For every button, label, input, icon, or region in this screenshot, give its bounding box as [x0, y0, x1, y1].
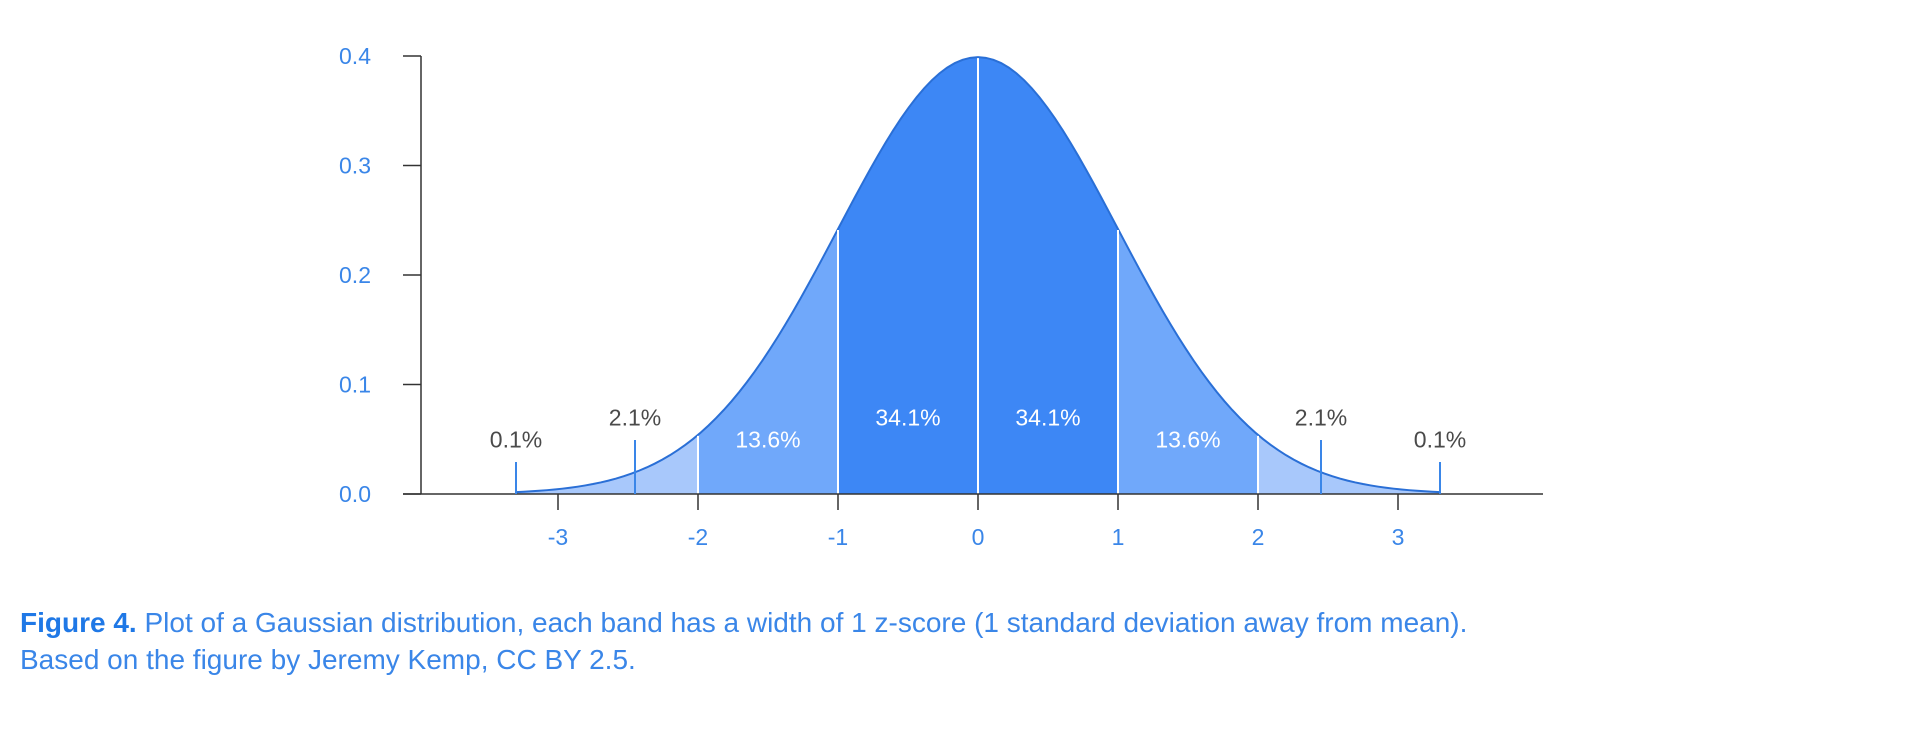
y-tick-label: 0.1: [339, 372, 371, 398]
x-tick-label: 0: [972, 524, 985, 550]
band-labels: 0.1% 2.1% 13.6% 34.1% 34.1% 13.6% 2.1% 0.1%: [490, 404, 1466, 452]
band-label: 34.1%: [875, 404, 940, 430]
band-label: 13.6%: [735, 426, 800, 452]
axes: 0.0 0.1 0.2 0.3 0.4 -3 -2 -1 0 1 2 3: [339, 43, 1543, 550]
x-tick-label: 1: [1112, 524, 1125, 550]
y-tick-label: 0.4: [339, 43, 371, 69]
caption-label: Figure 4.: [20, 607, 137, 638]
curve-outline: [515, 56, 1441, 494]
caption-line-1: Plot of a Gaussian distribution, each ba…: [136, 607, 1468, 638]
band-area-2: [838, 57, 978, 494]
band-markers: [515, 440, 1441, 494]
x-tick-label: -2: [688, 524, 708, 550]
band-label: 2.1%: [1295, 404, 1347, 430]
x-tick-label: -3: [548, 524, 568, 550]
band-label: 0.1%: [490, 426, 542, 452]
band-dividers: [697, 58, 1259, 494]
x-tick-label: 3: [1392, 524, 1405, 550]
y-tick-label: 0.3: [339, 153, 371, 179]
curve-line: [515, 56, 1441, 494]
band-label: 34.1%: [1015, 404, 1080, 430]
x-tick-label: 2: [1252, 524, 1265, 550]
gaussian-distribution-chart: 0.0 0.1 0.2 0.3 0.4 -3 -2 -1 0 1 2 3 0.1% 2.1% 13.6% 3…: [339, 43, 1543, 550]
band-area-3: [978, 57, 1118, 494]
band-label: 0.1%: [1414, 426, 1466, 452]
caption-line-2: Based on the figure by Jeremy Kemp, CC B…: [20, 644, 636, 675]
band-area-0: [516, 434, 698, 494]
y-tick-label: 0.0: [339, 481, 371, 507]
x-tick-label: -1: [828, 524, 848, 550]
figure-caption: Figure 4. Plot of a Gaussian distributio…: [20, 604, 1900, 678]
band-label: 2.1%: [609, 404, 661, 430]
y-tick-label: 0.2: [339, 262, 371, 288]
band-area-5: [1258, 434, 1440, 494]
band-label: 13.6%: [1155, 426, 1220, 452]
